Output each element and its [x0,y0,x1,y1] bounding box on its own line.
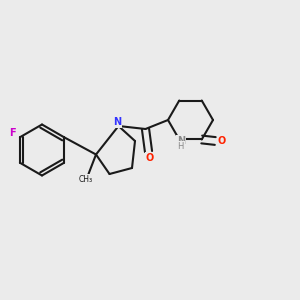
Text: N: N [113,117,121,128]
Text: CH₃: CH₃ [78,175,93,184]
Text: F: F [9,128,16,138]
Text: O: O [218,136,226,146]
Text: N: N [177,136,185,146]
Text: H: H [178,142,184,151]
Text: O: O [146,153,154,163]
